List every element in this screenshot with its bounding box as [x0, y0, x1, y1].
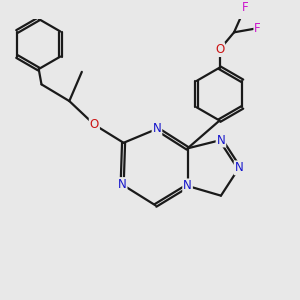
Text: O: O [90, 118, 99, 131]
Text: N: N [235, 161, 243, 174]
Text: F: F [242, 1, 248, 14]
Text: N: N [153, 122, 161, 135]
Text: O: O [215, 43, 224, 56]
Text: N: N [217, 134, 225, 146]
Text: F: F [254, 22, 261, 35]
Text: N: N [183, 179, 192, 192]
Text: N: N [118, 178, 127, 191]
